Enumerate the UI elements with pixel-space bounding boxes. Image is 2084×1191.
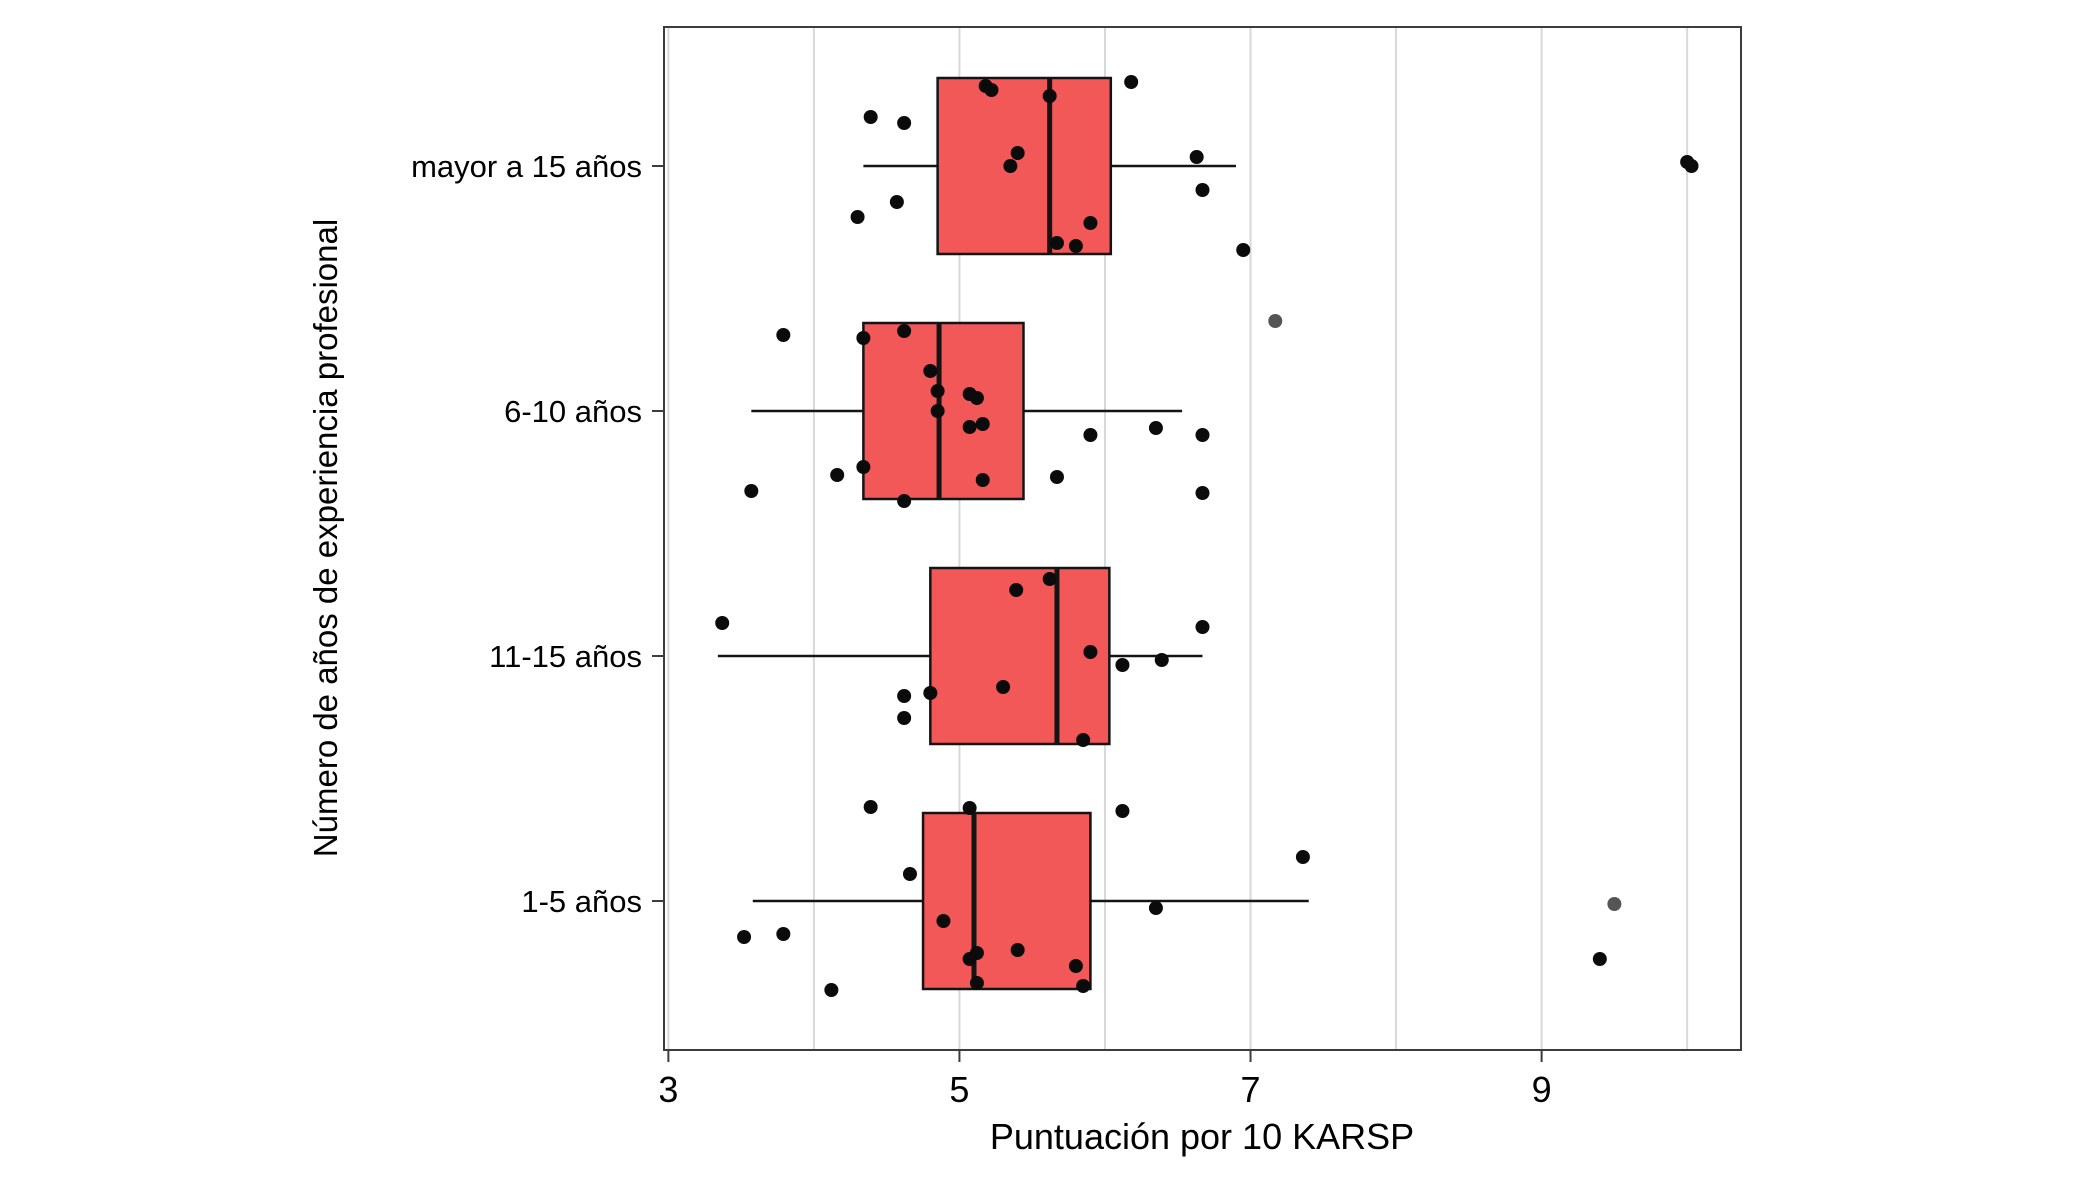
data-point xyxy=(1195,183,1210,197)
data-point xyxy=(1295,850,1310,864)
data-point xyxy=(856,331,871,345)
data-point xyxy=(1195,428,1210,442)
data-point xyxy=(744,484,759,498)
x-tick-label: 5 xyxy=(949,1069,969,1110)
data-point xyxy=(930,404,945,418)
data-point xyxy=(1189,150,1204,164)
data-point xyxy=(962,420,977,434)
data-point xyxy=(897,689,912,703)
data-point xyxy=(1010,943,1025,957)
data-point xyxy=(1049,470,1064,484)
box xyxy=(936,76,1113,256)
data-point xyxy=(1195,620,1210,634)
data-point xyxy=(962,801,977,815)
data-point xyxy=(1236,243,1251,257)
y-axis-label: 1-5 años xyxy=(521,884,642,919)
plot-panel xyxy=(664,27,1741,1050)
data-point xyxy=(776,328,791,342)
data-point xyxy=(889,195,904,209)
y-axis-title: Número de años de experiencia profesiona… xyxy=(307,218,344,858)
data-point xyxy=(1607,897,1622,911)
data-point xyxy=(1009,583,1024,597)
data-point xyxy=(897,324,912,338)
data-point xyxy=(715,616,730,630)
data-point xyxy=(1154,653,1169,667)
data-point xyxy=(1068,959,1083,973)
data-point xyxy=(1124,75,1139,89)
data-point xyxy=(969,391,984,405)
data-point xyxy=(830,468,845,482)
data-point xyxy=(1076,733,1091,747)
data-point xyxy=(1049,236,1064,250)
data-point xyxy=(1115,658,1130,672)
data-point xyxy=(996,680,1011,694)
data-point xyxy=(856,460,871,474)
y-axis-label: 11-15 años xyxy=(489,639,642,674)
data-point xyxy=(1083,645,1098,659)
data-point xyxy=(923,686,938,700)
y-axis-label: 6-10 años xyxy=(504,394,642,429)
data-point xyxy=(1115,804,1130,818)
data-point xyxy=(863,800,878,814)
data-point xyxy=(969,976,984,990)
data-point xyxy=(1195,486,1210,500)
box xyxy=(929,566,1111,746)
data-point xyxy=(863,110,878,124)
data-point xyxy=(1148,421,1163,435)
x-tick-label: 7 xyxy=(1241,1069,1261,1110)
y-axis-label: mayor a 15 años xyxy=(411,149,642,184)
data-point xyxy=(975,473,990,487)
data-point xyxy=(1592,952,1607,966)
data-point xyxy=(1003,159,1018,173)
data-point xyxy=(1148,901,1163,915)
panel-border xyxy=(663,26,1742,1051)
data-point xyxy=(1076,979,1091,993)
data-point xyxy=(1068,239,1083,253)
data-point xyxy=(902,867,917,881)
data-point xyxy=(897,116,912,130)
data-point xyxy=(975,417,990,431)
data-point xyxy=(930,384,945,398)
data-point xyxy=(1268,314,1283,328)
data-point xyxy=(1010,146,1025,160)
data-point xyxy=(962,952,977,966)
data-point xyxy=(897,494,912,508)
data-point xyxy=(1083,216,1098,230)
data-point xyxy=(1083,428,1098,442)
x-tick-label: 9 xyxy=(1532,1069,1552,1110)
data-point xyxy=(776,927,791,941)
data-point xyxy=(850,210,865,224)
data-point xyxy=(984,83,999,97)
data-point xyxy=(1042,89,1057,103)
data-point xyxy=(737,930,752,944)
data-point xyxy=(897,711,912,725)
data-point xyxy=(1684,159,1699,173)
data-point xyxy=(936,914,951,928)
data-point xyxy=(1042,572,1057,586)
x-tick-label: 3 xyxy=(658,1069,678,1110)
data-point xyxy=(923,364,938,378)
x-axis-title: Puntuación por 10 KARSP xyxy=(989,1116,1415,1157)
box xyxy=(921,811,1092,991)
data-point xyxy=(824,983,839,997)
